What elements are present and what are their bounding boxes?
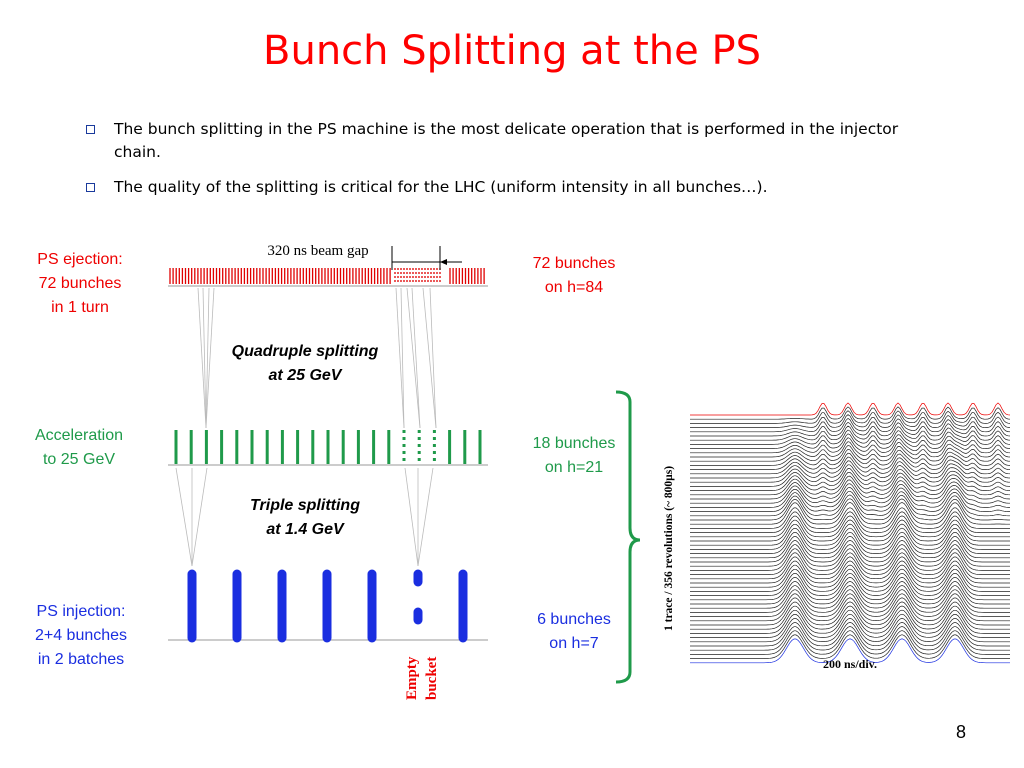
bullet-2: The quality of the splitting is critical…: [86, 176, 936, 199]
h7-line-1: 6 bunches: [537, 611, 611, 628]
slide-title: Bunch Splitting at the PS: [263, 28, 761, 74]
quadruple-splitting-label: Quadruple splitting at 25 GeV: [200, 340, 410, 388]
h21-line-1: 18 bunches: [532, 435, 616, 452]
h7-label: 6 bunches on h=7: [514, 608, 634, 656]
plot-x-label: 200 ns/div.: [823, 657, 877, 671]
ps-injection-line-1: PS injection:: [36, 603, 126, 620]
h21-label: 18 bunches on h=21: [514, 432, 634, 480]
ps-injection-line-3: in 2 batches: [37, 651, 125, 668]
h84-label: 72 bunches on h=84: [514, 252, 634, 300]
connection-lines: [175, 287, 437, 567]
bullet-square-icon: [86, 125, 95, 134]
splitting-diagram: 320 ns beam gap Empty bucket: [168, 243, 488, 700]
split-line: [406, 287, 421, 429]
ps-ejection-line-2: 72 bunches: [38, 275, 122, 292]
empty-bucket-label: Empty bucket: [404, 656, 440, 700]
ps-ejection-label: PS ejection: 72 bunches in 1 turn: [20, 248, 140, 320]
h84-line-2: on h=84: [544, 279, 604, 296]
split-line: [411, 287, 421, 429]
split-line: [417, 467, 434, 567]
split-line: [175, 467, 193, 567]
h7-line-2: on h=7: [549, 635, 599, 652]
quadruple-line-2: at 25 GeV: [268, 367, 342, 384]
split-line: [422, 287, 437, 429]
split-line: [205, 287, 210, 429]
split-line: [191, 467, 208, 567]
quadruple-line-1: Quadruple splitting: [231, 343, 379, 360]
mountain-range-plot: 1 trace / 356 revolutions (~ 800µs) 200 …: [663, 402, 1011, 671]
h84-line-1: 72 bunches: [532, 255, 616, 272]
plot-y-label: 1 trace / 356 revolutions (~ 800µs): [663, 466, 675, 631]
split-line: [197, 287, 207, 429]
stage-bracket: [615, 390, 641, 684]
triple-line-2: at 1.4 GeV: [266, 521, 344, 538]
ps-ejection-line-1: PS ejection:: [37, 251, 123, 268]
bullet-2-text: The quality of the splitting is critical…: [114, 178, 768, 196]
split-line: [202, 287, 207, 429]
h21-line-2: on h=21: [544, 459, 604, 476]
acceleration-line-2: to 25 GeV: [42, 451, 116, 468]
page-number: 8: [955, 722, 966, 742]
ps-injection-line-2: 2+4 bunches: [34, 627, 128, 644]
bullet-square-icon: [86, 183, 95, 192]
split-line: [400, 287, 405, 429]
triple-line-1: Triple splitting: [250, 497, 360, 514]
bullet-1-text: The bunch splitting in the PS machine is…: [114, 120, 899, 161]
ps-injection-label: PS injection: 2+4 bunches in 2 batches: [20, 600, 142, 672]
acceleration-label: Acceleration to 25 GeV: [20, 424, 138, 472]
acceleration-line-1: Acceleration: [34, 427, 124, 444]
bullet-1: The bunch splitting in the PS machine is…: [86, 118, 936, 164]
beam-gap-label: 320 ns beam gap: [267, 243, 368, 259]
beam-gap-annotation: 320 ns beam gap: [267, 243, 462, 270]
gap-arrow-head: [440, 259, 447, 265]
bunch-marks: [168, 268, 488, 643]
trace: [690, 638, 1010, 664]
split-line: [404, 467, 419, 567]
triple-splitting-label: Triple splitting at 1.4 GeV: [200, 494, 410, 542]
split-line: [205, 287, 215, 429]
plot-traces: [690, 402, 1011, 664]
split-line: [395, 287, 405, 429]
empty-bucket-line-1: Empty: [404, 656, 420, 700]
ps-ejection-line-3: in 1 turn: [51, 299, 109, 316]
split-line: [429, 287, 437, 429]
empty-bucket-line-2: bucket: [424, 657, 440, 700]
bracket-path: [615, 390, 641, 684]
